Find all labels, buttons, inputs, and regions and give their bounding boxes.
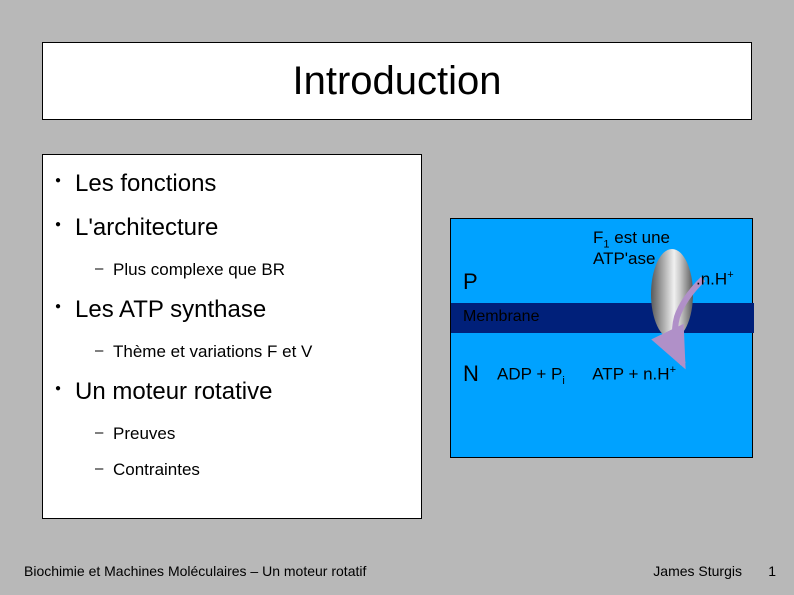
sub-bullet-text: Plus complexe que BR [113,260,285,279]
sub-bullet-text: Contraintes [113,460,200,479]
bullet-item: Un moteur rotative Preuves Contraintes [75,377,411,481]
n-label: N [463,361,479,387]
bullet-text: Les fonctions [75,170,216,197]
bullet-item: Les ATP synthase Thème et variations F e… [75,295,411,363]
bullet-text: L'architecture [75,214,218,241]
atp-diagram: F1 est une ATP'ase P .n.H+ Membrane N AD… [450,218,753,458]
nh-top-label: .n.H+ [696,269,734,290]
footer-author: James Sturgis [653,563,742,579]
f1-label: F1 est une ATP'ase [593,229,670,269]
bullet-text: Un moteur rotative [75,378,272,405]
bullet-item: L'architecture Plus complexe que BR [75,213,411,281]
sub-bullet-item: Contraintes [113,459,411,481]
sub-bullet-item: Plus complexe que BR [113,259,411,281]
bullet-item: Les fonctions [75,169,411,199]
footer-left: Biochimie et Machines Moléculaires – Un … [24,563,366,579]
slide-title: Introduction [292,59,501,104]
bullet-text: Les ATP synthase [75,296,266,323]
equation: ADP + Pi ATP + n.H+ [497,364,676,387]
sub-bullet-item: Thème et variations F et V [113,341,411,363]
footer-page-number: 1 [768,563,776,579]
sub-bullet-text: Preuves [113,424,175,443]
title-box: Introduction [42,42,752,120]
content-box: Les fonctions L'architecture Plus comple… [42,154,422,519]
p-label: P [463,269,478,295]
sub-bullet-text: Thème et variations F et V [113,342,312,361]
bullet-list: Les fonctions L'architecture Plus comple… [53,169,411,481]
sub-bullet-item: Preuves [113,423,411,445]
membrane-label: Membrane [463,308,539,326]
